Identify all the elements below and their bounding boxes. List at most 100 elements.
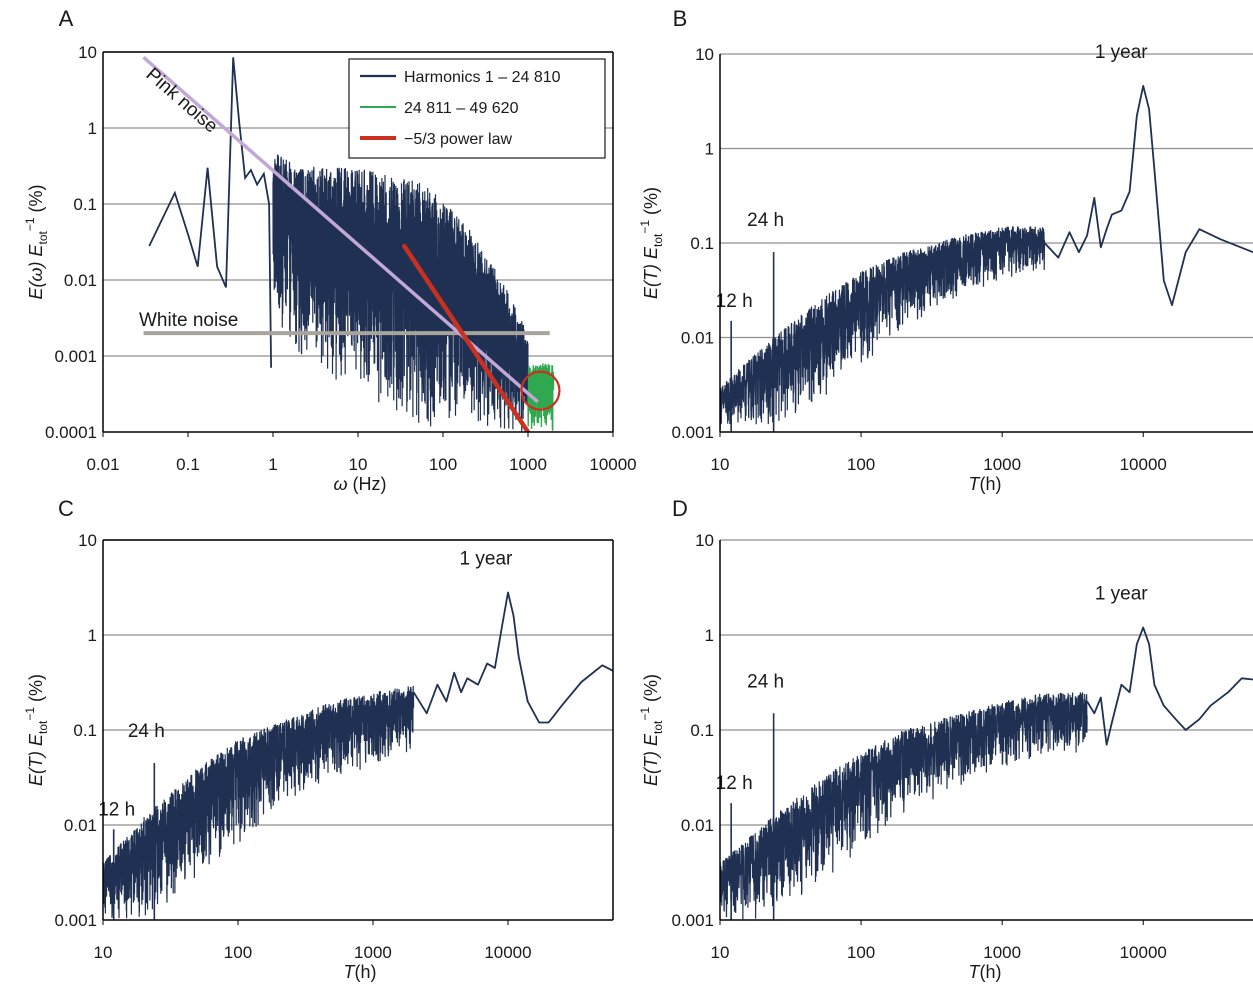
y-tick-label: 0.001: [54, 347, 97, 366]
annotation-1-year: 1 year: [1095, 42, 1148, 63]
panel-d: D 0.001 0.01 0.1 1 10 10 100 1000 10000 1 year 24 h…: [638, 496, 1253, 982]
plot-area: [103, 591, 613, 920]
panel-label: C: [58, 496, 74, 521]
panel-label: A: [59, 6, 74, 31]
panel-label: B: [673, 6, 688, 31]
y-label-superscript: −1: [638, 220, 652, 234]
y-label-part: E(: [26, 766, 46, 786]
x-label-text: (h): [355, 962, 377, 982]
y-tick-label: 0.1: [73, 195, 97, 214]
y-tick-label: 0.1: [690, 721, 714, 740]
x-label-text: (h): [980, 962, 1002, 982]
legend-item-label: Harmonics 1 – 24 810: [404, 69, 561, 86]
y-label-subscript: tot: [651, 720, 665, 734]
y-tick-label: 0.1: [690, 234, 714, 253]
x-tick-label: 100: [224, 943, 252, 962]
plot-area: [720, 85, 1253, 432]
x-tick-label: 10000: [589, 455, 636, 474]
series-harmonics-band: [272, 154, 529, 432]
highlight-circle: [520, 370, 561, 411]
y-label-unit: (%): [26, 184, 46, 217]
y-label-symbol: ω: [26, 268, 46, 282]
x-tick-label: 10: [711, 455, 730, 474]
y-tick-label: 10: [695, 531, 714, 550]
x-label-text: (Hz): [348, 474, 387, 494]
y-tick-label: 0.001: [671, 911, 714, 930]
y-label-part: E(: [641, 766, 661, 786]
y-label-subscript: tot: [36, 720, 50, 734]
y-tick-label: 0.001: [671, 423, 714, 442]
annotation-12h: 12 h: [716, 291, 753, 312]
x-tick-label: 10: [349, 455, 368, 474]
x-label-symbol: T: [969, 474, 982, 494]
y-tick-label: 1: [705, 626, 714, 645]
y-tick-label: 0.1: [73, 721, 97, 740]
annotation-24h: 24 h: [128, 721, 165, 742]
x-tick-label: 100: [847, 455, 875, 474]
y-label-unit: (%): [26, 674, 46, 707]
y-tick-label: 10: [78, 43, 97, 62]
x-label-symbol: T: [969, 962, 982, 982]
x-tick-label: 10: [711, 943, 730, 962]
y-tick-label: 0.01: [681, 329, 714, 348]
y-label-symbol: T: [641, 268, 661, 281]
x-tick-label: 1000: [354, 943, 392, 962]
x-axis-label: T(h): [969, 474, 1002, 494]
y-tick-label: 1: [88, 119, 97, 138]
y-label-superscript: −1: [23, 707, 37, 721]
y-axis-label: E(ω) Etot−1 (%): [23, 184, 50, 299]
legend-item-label: 24 811 – 49 620: [404, 100, 519, 117]
x-tick-label: 1: [268, 455, 277, 474]
x-tick-label: 10: [94, 943, 113, 962]
x-tick-label: 10000: [484, 943, 531, 962]
white-noise-label: White noise: [139, 310, 238, 331]
y-label-part: ) E: [641, 733, 661, 759]
x-tick-label: 0.1: [176, 455, 200, 474]
y-tick-label: 10: [78, 531, 97, 550]
y-tick-label: 10: [695, 45, 714, 64]
x-label-text: (h): [980, 474, 1002, 494]
y-label-unit: (%): [641, 187, 661, 220]
x-tick-label: 100: [847, 943, 875, 962]
y-label-part: ) E: [26, 244, 46, 270]
annotation-12h: 12 h: [98, 799, 135, 820]
y-axis-label: E(T) Etot−1 (%): [638, 674, 665, 786]
panel-b: B 0.001 0.01 0.1 1 10 10 100 1000 10000 1 year 24 h…: [638, 6, 1253, 494]
y-label-subscript: tot: [651, 233, 665, 247]
x-tick-label: 1000: [983, 943, 1021, 962]
x-label-symbol: T: [344, 962, 357, 982]
annotation-24h: 24 h: [747, 210, 784, 231]
y-tick-label: 0.0001: [45, 423, 97, 442]
y-label-symbol: T: [641, 755, 661, 768]
x-axis-label: ω (Hz): [333, 474, 386, 494]
plot-area: [142, 56, 555, 432]
y-tick-label: 1: [705, 140, 714, 159]
y-axis-label: E(T) Etot−1 (%): [638, 187, 665, 299]
y-label-symbol: T: [26, 755, 46, 768]
y-label-part: ) E: [641, 246, 661, 272]
x-label-symbol: ω: [333, 474, 347, 494]
series-smooth-line: [1043, 85, 1253, 307]
x-tick-label: 10000: [1120, 455, 1167, 474]
plot-area: [720, 626, 1253, 920]
series-noisy-band: [720, 226, 1046, 430]
annotation-24h: 24 h: [747, 671, 784, 692]
y-label-superscript: −1: [23, 217, 37, 231]
series-harmonics-low: [148, 57, 273, 368]
panel-label: D: [672, 496, 688, 521]
y-tick-label: 0.01: [64, 271, 97, 290]
y-label-superscript: −1: [638, 707, 652, 721]
x-tick-label: 100: [429, 455, 457, 474]
y-label-subscript: tot: [36, 230, 50, 244]
pink-noise-label: Pink noise: [142, 64, 222, 137]
y-tick-label: 0.01: [64, 816, 97, 835]
y-tick-label: 1: [88, 626, 97, 645]
annotation-1-year: 1 year: [1095, 583, 1148, 604]
x-tick-label: 1000: [509, 455, 547, 474]
power-law-line: [401, 243, 531, 432]
x-axis-label: T(h): [969, 962, 1002, 982]
panel-c: C 0.001 0.01 0.1 1 10 10 100 1000 10000 1 year 24 h…: [23, 496, 614, 982]
y-axis-label: E(T) Etot−1 (%): [23, 674, 50, 786]
annotation-12h: 12 h: [716, 773, 753, 794]
